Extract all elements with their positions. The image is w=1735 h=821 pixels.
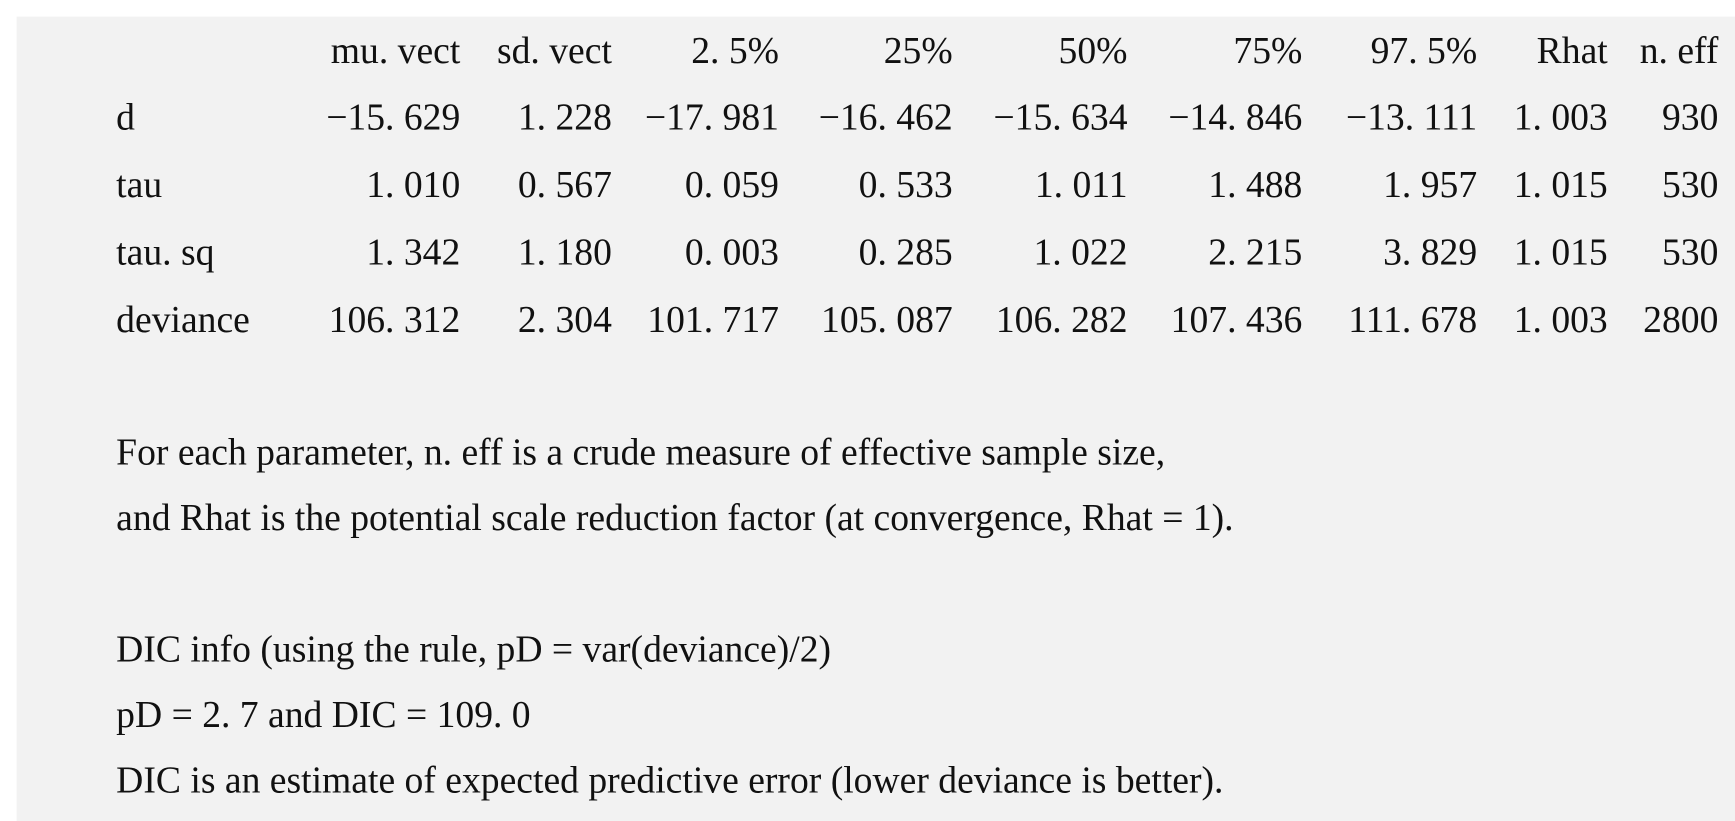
note-line: and Rhat is the potential scale reductio… xyxy=(116,497,1234,539)
table-cell: 1. 228 xyxy=(517,97,612,139)
table-cell: −14. 846 xyxy=(1168,97,1303,139)
table-cell: 0. 285 xyxy=(858,232,953,274)
table-cell: 111. 678 xyxy=(1348,299,1478,341)
table-cell: 1. 180 xyxy=(517,232,612,274)
table-cell: −15. 629 xyxy=(326,97,461,139)
table-cell: 1. 957 xyxy=(1383,164,1478,206)
table-cell: −13. 111 xyxy=(1345,97,1478,139)
table-cell: 1. 015 xyxy=(1513,232,1608,274)
table-cell: 1. 003 xyxy=(1513,299,1608,341)
table-cell: 2. 215 xyxy=(1208,232,1303,274)
column-header: 25% xyxy=(883,30,953,72)
dic-line: DIC info (using the rule, pD = var(devia… xyxy=(116,629,832,671)
table-cell: 2800 xyxy=(1643,299,1719,341)
output-panel xyxy=(16,16,1735,821)
row-label: d xyxy=(116,97,135,139)
table-cell: 105. 087 xyxy=(821,299,953,341)
table-cell: −15. 634 xyxy=(993,97,1128,139)
table-cell: 930 xyxy=(1661,97,1719,139)
table-cell: −16. 462 xyxy=(818,97,953,139)
table-cell: 530 xyxy=(1661,164,1719,206)
table-cell: 0. 003 xyxy=(684,232,779,274)
row-label: tau xyxy=(116,164,163,206)
column-header: n. eff xyxy=(1639,30,1719,72)
table-cell: 106. 312 xyxy=(328,299,461,341)
column-header: 97. 5% xyxy=(1370,30,1478,72)
column-header: 2. 5% xyxy=(691,30,779,72)
table-cell: −17. 981 xyxy=(644,97,779,139)
column-header: mu. vect xyxy=(330,30,461,72)
table-cell: 0. 567 xyxy=(517,164,612,206)
row-label: tau. sq xyxy=(116,232,215,274)
table-cell: 1. 010 xyxy=(366,164,461,206)
row-label: deviance xyxy=(116,299,250,341)
table-cell: 107. 436 xyxy=(1170,299,1303,341)
note-line: For each parameter, n. eff is a crude me… xyxy=(116,432,1166,474)
column-header: 50% xyxy=(1058,30,1128,72)
table-cell: 2. 304 xyxy=(517,299,612,341)
table-cell: 0. 533 xyxy=(858,164,953,206)
table-cell: 1. 003 xyxy=(1513,97,1608,139)
table-cell: 530 xyxy=(1661,232,1719,274)
column-header: sd. vect xyxy=(496,30,612,72)
table-cell: 1. 015 xyxy=(1513,164,1608,206)
dic-line: DIC is an estimate of expected predictiv… xyxy=(116,760,1224,802)
table-cell: 1. 488 xyxy=(1208,164,1303,206)
column-header: 75% xyxy=(1233,30,1303,72)
table-cell: 1. 011 xyxy=(1034,164,1128,206)
table-cell: 3. 829 xyxy=(1383,232,1478,274)
table-cell: 106. 282 xyxy=(995,299,1128,341)
table-cell: 0. 059 xyxy=(684,164,779,206)
table-cell: 101. 717 xyxy=(647,299,779,341)
table-cell: 1. 342 xyxy=(366,232,461,274)
dic-line: pD = 2. 7 and DIC = 109. 0 xyxy=(116,694,531,736)
column-header: Rhat xyxy=(1536,30,1608,72)
table-cell: 1. 022 xyxy=(1033,232,1128,274)
